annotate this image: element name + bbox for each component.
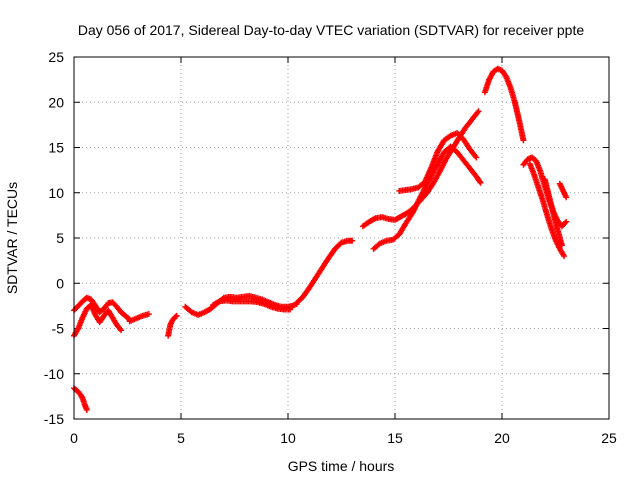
data-point (520, 137, 527, 144)
series-seg5 (165, 312, 180, 339)
data-point (563, 194, 570, 201)
data-point (371, 215, 378, 222)
data-point (287, 306, 294, 313)
x-tick-label: 25 (601, 430, 617, 446)
x-tick-label: 10 (280, 430, 296, 446)
series-seg7 (210, 297, 294, 313)
y-tick-label: 15 (48, 140, 64, 156)
grid-lines (74, 57, 609, 419)
data-point (118, 327, 125, 334)
y-tick-label: 10 (48, 185, 64, 201)
axis-ticks: 0 5 10 15 20 25 -15 -10 -5 0 5 10 15 20 25 (44, 49, 617, 446)
series-seg15 (541, 176, 565, 249)
series-seg4 (71, 385, 90, 413)
data-point (215, 299, 222, 306)
data-point (173, 312, 180, 319)
data-points (71, 65, 570, 413)
y-tick-label: 25 (48, 49, 64, 65)
data-point (477, 179, 484, 186)
series-seg16 (556, 180, 570, 201)
series-seg9 (359, 108, 482, 230)
series-seg11 (396, 130, 480, 194)
y-tick-label: -5 (52, 321, 65, 337)
data-point (172, 313, 179, 320)
data-point (473, 154, 480, 161)
data-point (476, 178, 483, 185)
data-point (78, 393, 85, 400)
y-tick-label: -15 (44, 411, 64, 427)
x-axis-label: GPS time / hours (288, 458, 395, 474)
data-point (145, 311, 152, 318)
y-axis-label: SDTVAR / TECUs (4, 182, 20, 294)
x-tick-label: 5 (177, 430, 185, 446)
data-point (475, 108, 482, 115)
chart-title: Day 056 of 2017, Sidereal Day-to-day VTE… (78, 22, 585, 38)
y-tick-label: -10 (44, 366, 64, 382)
data-point (83, 406, 90, 413)
data-point (558, 242, 565, 249)
x-tick-label: 15 (387, 430, 403, 446)
data-point (561, 253, 568, 260)
x-tick-label: 0 (70, 430, 78, 446)
series-seg14 (526, 160, 568, 260)
series-seg6 (182, 292, 300, 318)
series-seg2 (71, 301, 125, 339)
series-seg3 (126, 311, 152, 325)
data-point (563, 218, 570, 225)
series-seg8 (293, 237, 356, 307)
data-point (562, 219, 569, 226)
data-point (349, 237, 356, 244)
y-tick-label: 5 (56, 230, 64, 246)
y-tick-label: 20 (48, 94, 64, 110)
series-seg1 (71, 294, 133, 323)
series-seg12 (481, 65, 527, 144)
plot-frame (73, 56, 610, 420)
x-tick-label: 20 (494, 430, 510, 446)
series-seg10 (370, 143, 484, 252)
y-tick-label: 0 (56, 275, 64, 291)
